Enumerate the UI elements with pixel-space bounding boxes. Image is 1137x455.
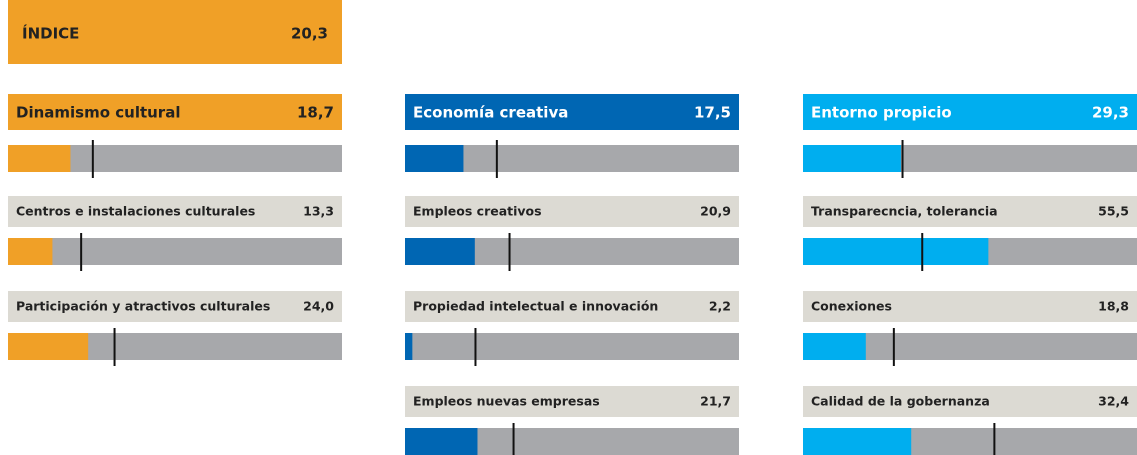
item-header <box>8 291 342 322</box>
group-name: Dinamismo cultural <box>16 104 180 122</box>
bar <box>405 333 413 360</box>
group-value: 17,5 <box>694 104 731 122</box>
group-header <box>803 94 1137 130</box>
item-header <box>405 196 739 227</box>
item-value: 20,9 <box>700 204 731 219</box>
bar-track <box>405 333 739 360</box>
item-header <box>405 291 739 322</box>
item-value: 18,8 <box>1098 299 1129 314</box>
item-name: Transparecncia, tolerancia <box>811 204 998 219</box>
group-name: Economía creativa <box>413 104 568 122</box>
item-name: Empleos nuevas empresas <box>413 394 600 409</box>
item-name: Empleos creativos <box>413 204 542 219</box>
bar <box>405 238 475 265</box>
group-value: 29,3 <box>1092 104 1129 122</box>
item-header <box>405 386 739 417</box>
group-header <box>405 94 739 130</box>
item-value: 13,3 <box>303 204 334 219</box>
bar <box>803 238 989 265</box>
item-header <box>803 291 1137 322</box>
bar <box>803 428 912 455</box>
bar <box>8 145 71 172</box>
item-name: Calidad de la gobernanza <box>811 394 990 409</box>
index-label: ÍNDICE <box>22 24 79 43</box>
item-value: 32,4 <box>1098 394 1129 409</box>
bar <box>405 428 478 455</box>
item-value: 55,5 <box>1098 204 1129 219</box>
item-value: 21,7 <box>700 394 731 409</box>
item-value: 24,0 <box>303 299 334 314</box>
bar-track <box>8 238 342 265</box>
bar <box>8 238 53 265</box>
item-name: Participación y atractivos culturales <box>16 299 270 314</box>
bar <box>803 333 866 360</box>
bar <box>803 145 901 172</box>
bar <box>8 333 89 360</box>
bar <box>405 145 464 172</box>
item-value: 2,2 <box>709 299 731 314</box>
group-value: 18,7 <box>297 104 334 122</box>
item-header <box>803 386 1137 417</box>
item-header <box>8 196 342 227</box>
group-header <box>8 94 342 130</box>
item-name: Conexiones <box>811 299 892 314</box>
item-name: Propiedad intelectual e innovación <box>413 299 658 314</box>
item-header <box>803 196 1137 227</box>
index-box <box>8 0 342 64</box>
item-name: Centros e instalaciones culturales <box>16 204 255 219</box>
index-value: 20,3 <box>291 25 328 43</box>
group-name: Entorno propicio <box>811 104 952 122</box>
